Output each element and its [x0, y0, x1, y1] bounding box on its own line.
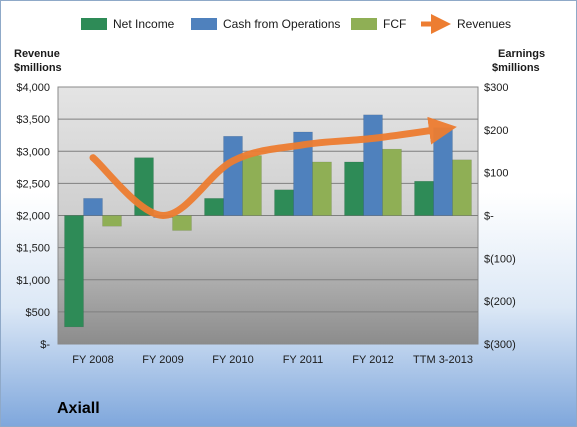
gridlines: [58, 118, 478, 313]
bar-fcf-4: [382, 148, 402, 216]
legend-item-cash-from-operations: Cash from Operations: [191, 17, 340, 31]
right-tick-label: $-: [484, 211, 494, 223]
right-tick-label: $300: [484, 82, 508, 94]
legend-label-fcf: FCF: [383, 17, 406, 31]
revenues-line: [89, 116, 457, 220]
right-tick-label: $(100): [484, 253, 516, 265]
legend-label-cash-from-operations: Cash from Operations: [223, 17, 340, 31]
left-tick-label: $500: [26, 307, 50, 319]
bar-fcf-1: [172, 215, 192, 231]
x-axis-ticks: FY 2008 FY 2009 FY 2010 FY 2011 FY 2012 TTM 3…: [72, 354, 473, 366]
company-label: Axiall: [57, 400, 100, 417]
right-tick-label: $(300): [484, 339, 516, 351]
left-tick-label: $2,500: [16, 178, 50, 190]
legend-swatch-net-income: [81, 18, 107, 30]
bar-cash-from-operations-4: [363, 114, 383, 216]
legend-swatch-fcf: [351, 18, 377, 30]
right-tick-label: $100: [484, 168, 508, 180]
bar-cash-from-operations-5: [433, 127, 453, 216]
bar-net-income-4: [344, 161, 364, 216]
x-tick-label: FY 2012: [352, 354, 393, 366]
right-tick-label: $(200): [484, 296, 516, 308]
bar-fcf-0: [102, 215, 122, 227]
legend-item-revenues: Revenues: [421, 14, 511, 34]
bar-fcf-2: [242, 155, 262, 216]
right-tick-label: $200: [484, 125, 508, 137]
left-tick-label: $1,000: [16, 275, 50, 287]
left-axis-ticks: $4,000 $3,500 $3,000 $2,500 $2,000 $1,500 $1,0…: [16, 82, 50, 351]
right-axis-ticks: $300 $200 $100 $- $(100) $(200) $(300): [484, 82, 516, 351]
left-axis-title-line1: Revenue: [14, 48, 60, 60]
x-tick-label: FY 2008: [72, 354, 113, 366]
bar-net-income-0: [64, 215, 84, 328]
bar-fcf-5: [452, 159, 472, 216]
legend-label-revenues: Revenues: [457, 17, 511, 31]
bar-fcf-3: [312, 161, 332, 216]
left-tick-label: $3,000: [16, 146, 50, 158]
right-axis-title-line2: $millions: [492, 62, 540, 74]
legend: Net Income Cash from Operations FCF Reve…: [81, 14, 511, 34]
x-tick-label: FY 2010: [212, 354, 253, 366]
right-axis-title-line1: Earnings: [498, 48, 545, 60]
bar-net-income-2: [204, 198, 224, 216]
left-tick-label: $-: [40, 339, 50, 351]
legend-swatch-cash-from-operations: [191, 18, 217, 30]
left-tick-label: $4,000: [16, 82, 50, 94]
left-tick-label: $2,000: [16, 211, 50, 223]
bar-net-income-3: [274, 189, 294, 216]
left-axis-title-line2: $millions: [14, 62, 62, 74]
left-tick-label: $3,500: [16, 114, 50, 126]
x-tick-label: TTM 3-2013: [413, 354, 473, 366]
bar-net-income-5: [414, 180, 434, 216]
legend-item-net-income: Net Income: [81, 17, 175, 31]
x-tick-label: FY 2011: [283, 354, 324, 366]
bar-cash-from-operations-0: [83, 198, 103, 216]
revenue-line-group: [89, 116, 457, 220]
bar-cash-from-operations-2: [223, 136, 243, 216]
x-tick-label: FY 2009: [142, 354, 183, 366]
legend-item-fcf: FCF: [351, 17, 406, 31]
left-tick-label: $1,500: [16, 243, 50, 255]
legend-label-net-income: Net Income: [113, 17, 175, 31]
bars: [64, 114, 472, 328]
